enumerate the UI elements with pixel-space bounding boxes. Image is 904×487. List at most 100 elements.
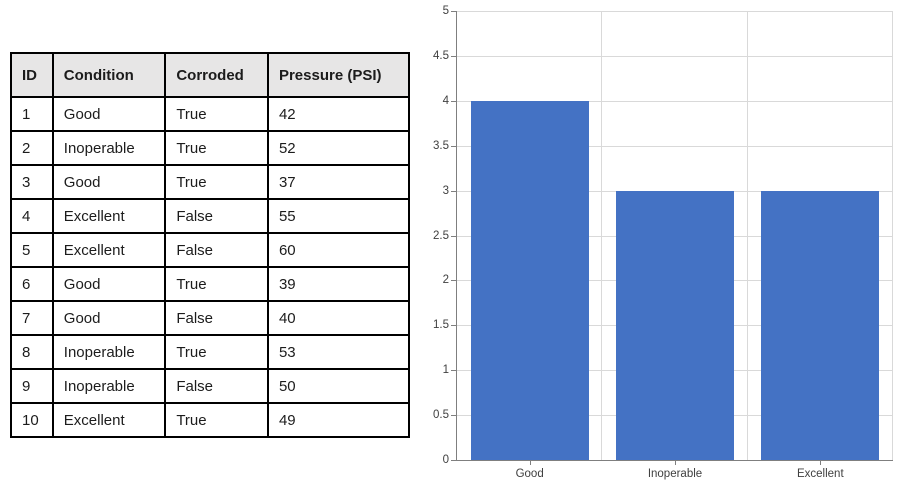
- table-cell: False: [164, 300, 269, 336]
- table-cell: True: [164, 164, 269, 200]
- table-cell: 52: [266, 130, 411, 166]
- x-axis-line: [456, 460, 893, 461]
- table-cell: 37: [266, 164, 411, 200]
- table-cell: 60: [266, 232, 411, 268]
- table-cell: True: [164, 266, 269, 302]
- table-cell: True: [164, 402, 269, 438]
- y-axis-tick-label: 1: [442, 364, 449, 377]
- y-axis-tick: [451, 280, 456, 282]
- table-cell: True: [164, 130, 269, 166]
- horizontal-gridline: [457, 55, 893, 57]
- y-axis-tick-label: 1.5: [433, 319, 449, 332]
- table-cell: 9: [10, 368, 54, 404]
- vertical-gridline: [892, 11, 893, 460]
- table-cell: Good: [51, 164, 167, 200]
- x-axis-tick: [675, 460, 676, 465]
- y-axis-tick: [451, 145, 456, 147]
- col-header-pressure: Pressure (PSI): [266, 52, 411, 98]
- horizontal-gridline: [457, 11, 893, 12]
- table-cell: True: [164, 334, 269, 370]
- horizontal-gridline: [457, 100, 893, 102]
- x-axis-category-label: Excellent: [796, 468, 844, 480]
- table-row: 8 Inoperable True 53: [10, 334, 411, 370]
- table-cell: Good: [51, 96, 167, 132]
- vertical-gridline: [747, 11, 748, 460]
- y-axis-tick: [451, 325, 456, 327]
- table-cell: 40: [266, 300, 411, 336]
- col-header-id: ID: [10, 52, 54, 98]
- table-cell: False: [164, 232, 269, 268]
- table-cell: 1: [10, 96, 54, 132]
- table-cell: True: [164, 96, 269, 132]
- table-cell: 2: [10, 130, 54, 166]
- col-header-condition: Condition: [51, 52, 167, 98]
- table-cell: 53: [266, 334, 411, 370]
- table-cell: Excellent: [51, 198, 167, 234]
- table-cell: 3: [10, 164, 54, 200]
- table-cell: 55: [266, 198, 411, 234]
- horizontal-gridline: [457, 145, 893, 147]
- table-cell: Good: [51, 266, 167, 302]
- table-header: ID Condition Corroded Pressure (PSI): [10, 52, 411, 98]
- pipe-data-table: ID Condition Corroded Pressure (PSI) 1 Go…: [10, 52, 411, 438]
- table-header-row: ID Condition Corroded Pressure (PSI): [10, 52, 411, 98]
- y-axis-tick: [451, 190, 456, 192]
- y-axis-tick-label: 2.5: [433, 229, 449, 242]
- table-row: 4 Excellent False 55: [10, 198, 411, 234]
- table-cell: 10: [10, 402, 54, 438]
- table-cell: 50: [266, 368, 411, 404]
- y-axis-tick-label: 4.5: [433, 49, 449, 62]
- y-axis-tick-label: 4: [442, 94, 449, 107]
- y-axis-tick-label: 0.5: [433, 409, 449, 422]
- table-cell: Inoperable: [51, 334, 167, 370]
- x-axis-category-label: Good: [515, 468, 544, 480]
- y-axis-tick: [451, 11, 456, 12]
- table-cell: Inoperable: [51, 368, 167, 404]
- x-axis-tick: [820, 460, 822, 465]
- bar-inoperable: [616, 190, 734, 460]
- y-axis-tick: [451, 235, 456, 237]
- table-cell: Excellent: [51, 232, 167, 268]
- table-cell: 7: [10, 300, 54, 336]
- y-axis-tick-label: 0: [442, 454, 449, 466]
- table-cell: 39: [266, 266, 411, 302]
- col-header-corroded: Corroded: [164, 52, 269, 98]
- x-axis-category-label: Inoperable: [647, 468, 703, 480]
- table-cell: 6: [10, 266, 54, 302]
- y-axis-tick: [451, 460, 456, 461]
- y-axis-tick-label: 2: [442, 274, 449, 287]
- table-cell: 42: [266, 96, 411, 132]
- table-cell: 49: [266, 402, 411, 438]
- table-cell: False: [164, 368, 269, 404]
- table-cell: Inoperable: [51, 130, 167, 166]
- table-cell: 5: [10, 232, 54, 268]
- table-row: 7 Good False 40: [10, 300, 411, 336]
- table-row: 6 Good True 39: [10, 266, 411, 302]
- table-body: 1 Good True 42 2 Inoperable True 52 3 Good True 37 4…: [10, 96, 411, 438]
- y-axis-line: [456, 11, 457, 460]
- table-row: 10 Excellent True 49: [10, 402, 411, 438]
- chart-plot-area: 5 4.5 4 3.5 3 2.5 2 1.5 1 0.5 0 Good Inoperable Excel…: [433, 5, 893, 480]
- y-axis-tick: [451, 100, 456, 102]
- condition-bar-chart: 5 4.5 4 3.5 3 2.5 2 1.5 1 0.5 0 Good Inoperable Excel…: [433, 5, 893, 480]
- table-row: 9 Inoperable False 50: [10, 368, 411, 404]
- y-axis-tick: [451, 415, 456, 417]
- bar-excellent: [761, 190, 880, 460]
- table-row: 1 Good True 42: [10, 96, 411, 132]
- table-row: 3 Good True 37: [10, 164, 411, 200]
- y-axis-tick-label: 3: [442, 184, 449, 197]
- table-row: 2 Inoperable True 52: [10, 130, 411, 166]
- table-cell: 4: [10, 198, 54, 234]
- table-cell: Good: [51, 300, 167, 336]
- y-axis-tick-label: 5: [442, 5, 449, 17]
- vertical-gridline: [601, 11, 602, 460]
- y-axis-tick: [451, 55, 456, 57]
- table-cell: 8: [10, 334, 54, 370]
- table-cell: Excellent: [51, 402, 167, 438]
- table-cell: False: [164, 198, 269, 234]
- x-axis-tick: [529, 460, 531, 465]
- y-axis-tick-label: 3.5: [433, 139, 449, 152]
- y-axis-tick: [451, 370, 456, 372]
- table-row: 5 Excellent False 60: [10, 232, 411, 268]
